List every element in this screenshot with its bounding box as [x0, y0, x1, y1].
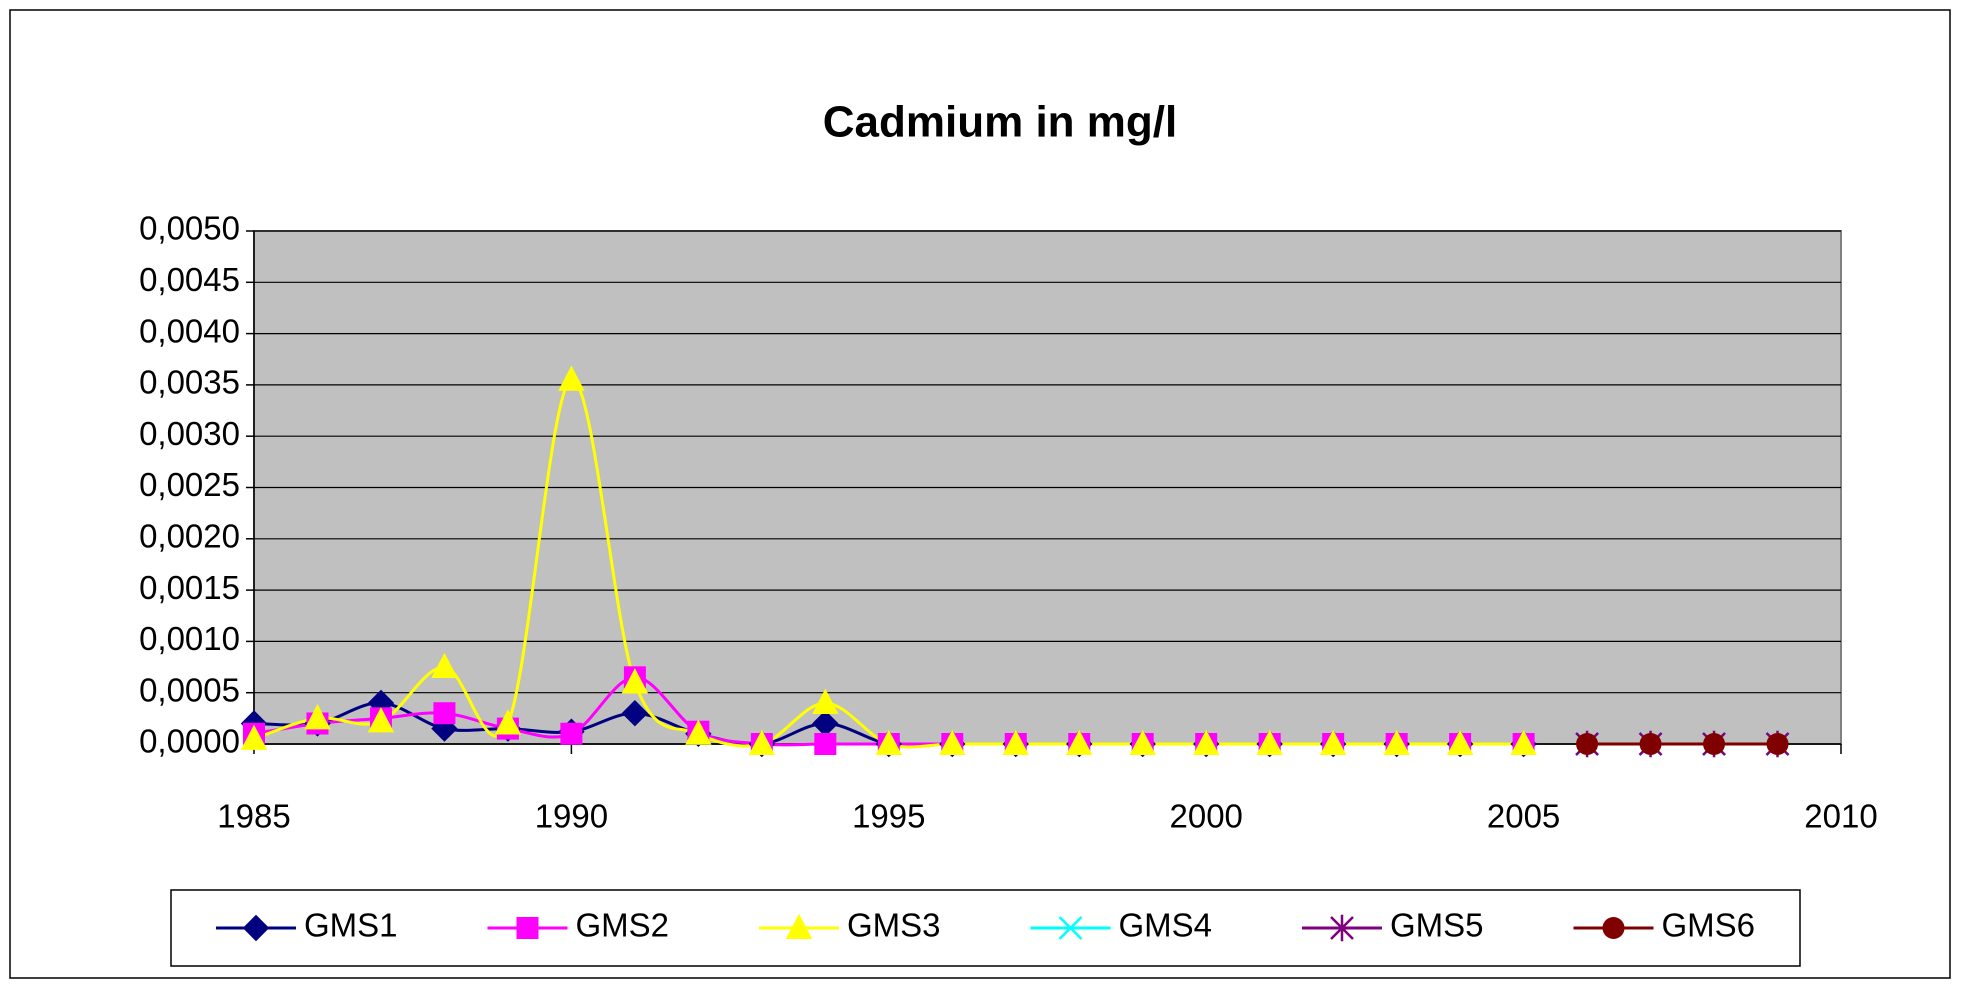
legend: GMS1 GMS2 GMS3 GMS4 GMS5 GMS6 [170, 889, 1801, 967]
x-tick-label: 2005 [1487, 798, 1560, 835]
data-point [367, 707, 395, 733]
data-point [1766, 733, 1789, 755]
data-point [1576, 733, 1599, 755]
legend-label: GMS2 [576, 907, 670, 944]
data-point [560, 722, 583, 745]
y-tick-label: 0,0020 [139, 518, 240, 555]
y-tick-label: 0,0045 [139, 261, 240, 298]
x-tick-label: 2010 [1804, 798, 1877, 835]
data-point [812, 688, 839, 714]
x-tick-label: 1995 [852, 798, 925, 835]
y-tick-label: 0,0030 [139, 415, 240, 452]
legend-marker [1058, 916, 1083, 940]
legend-label: GMS1 [304, 907, 398, 944]
legend-box [170, 889, 1801, 967]
data-point [240, 724, 268, 750]
data-point [621, 700, 649, 727]
legend-item: GMS5 [1302, 907, 1484, 944]
data-point [1193, 729, 1220, 755]
data-point [433, 702, 456, 725]
y-tick-label: 0,0040 [139, 312, 240, 349]
legend-item: GMS4 [1030, 907, 1213, 944]
x-tick-label: 2000 [1169, 798, 1242, 835]
data-point [814, 733, 837, 755]
legend-label: GMS4 [1119, 907, 1213, 944]
y-tick-label: 0,0015 [139, 569, 240, 606]
data-point [875, 729, 902, 755]
data-point [494, 709, 522, 735]
data-point [812, 710, 839, 737]
chart-title: Cadmium in mg/l [823, 98, 1177, 147]
legend-marker [1602, 917, 1625, 939]
data-point [1066, 729, 1093, 755]
legend-item: GMS6 [1573, 907, 1756, 944]
legend-label: GMS3 [847, 907, 941, 944]
x-tick-label: 1985 [217, 798, 290, 835]
legend-item: GMS2 [487, 907, 670, 944]
data-point [1129, 729, 1156, 755]
legend-marker [242, 914, 270, 942]
data-point [685, 719, 712, 745]
data-point [1446, 729, 1474, 755]
data-point [1319, 729, 1347, 755]
data-point [1256, 729, 1283, 755]
y-tick-label: 0,0000 [139, 723, 240, 760]
data-point [1002, 729, 1029, 755]
x-tick-label: 1990 [535, 798, 608, 835]
legend-marker [1330, 914, 1354, 942]
data-point [1383, 729, 1410, 755]
data-point [558, 365, 585, 391]
data-point [1639, 733, 1662, 755]
data-point [304, 704, 331, 730]
data-point [431, 652, 458, 679]
legend-marker [516, 917, 539, 939]
y-tick-label: 0,0035 [139, 364, 240, 401]
legend-item: GMS1 [216, 907, 398, 944]
legend-label: GMS5 [1390, 907, 1484, 944]
legend-item: GMS3 [759, 907, 941, 944]
y-tick-label: 0,0010 [139, 620, 240, 657]
data-point [1510, 729, 1537, 755]
data-point [1703, 733, 1726, 755]
y-tick-label: 0,0005 [139, 671, 240, 708]
data-point [748, 729, 776, 755]
legend-label: GMS6 [1662, 907, 1756, 944]
y-tick-label: 0,0050 [139, 210, 240, 247]
y-tick-label: 0,0025 [139, 466, 240, 503]
legend-marker [785, 913, 813, 939]
data-point [939, 729, 966, 755]
data-point [621, 668, 649, 694]
